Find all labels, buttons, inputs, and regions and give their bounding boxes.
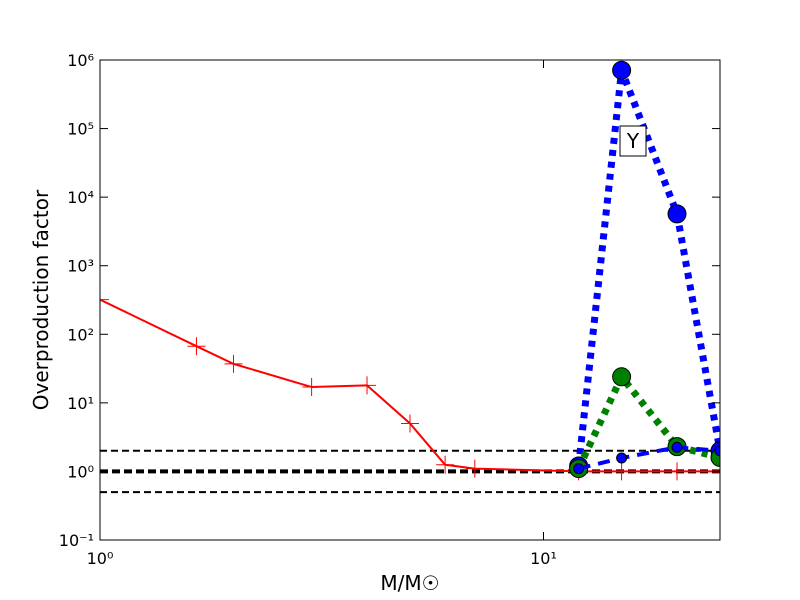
marker: [224, 354, 243, 373]
marker: [573, 463, 585, 475]
marker: [714, 445, 720, 457]
x-tick-label: 10¹: [530, 549, 557, 568]
marker: [668, 462, 687, 481]
series-line: [575, 370, 720, 471]
marker: [671, 441, 683, 453]
series-line: [100, 298, 720, 473]
marker: [100, 290, 109, 309]
y-tick-label: 10⁵: [67, 120, 94, 139]
y-tick-label: 10⁰: [67, 462, 94, 481]
marker: [612, 367, 632, 387]
annotation: Y: [626, 129, 640, 153]
marker: [612, 462, 631, 481]
axes-frame: [99, 59, 721, 541]
x-axis-label: M/M☉: [380, 571, 439, 595]
marker: [358, 376, 377, 395]
y-tick-label: 10⁶: [67, 51, 94, 70]
y-tick-label: 10¹: [67, 394, 94, 413]
y-axis-label: Overproduction factor: [29, 189, 53, 410]
annotation-box: [619, 125, 647, 157]
marker: [616, 452, 628, 464]
plot-area: [100, 60, 720, 494]
x-tick-label: 10⁰: [87, 549, 114, 568]
marker: [436, 455, 455, 474]
marker: [302, 378, 321, 397]
marker: [667, 204, 687, 224]
series-line: [578, 445, 720, 471]
series-line: [575, 68, 720, 467]
y-tick-label: 10⁻¹: [59, 531, 94, 550]
y-tick-label: 10²: [67, 325, 94, 344]
y-tick-label: 10⁴: [67, 188, 94, 207]
marker: [401, 414, 419, 433]
marker: [612, 60, 632, 80]
marker: [465, 459, 484, 478]
y-tick-label: 10³: [67, 257, 94, 276]
marker: [187, 337, 206, 356]
